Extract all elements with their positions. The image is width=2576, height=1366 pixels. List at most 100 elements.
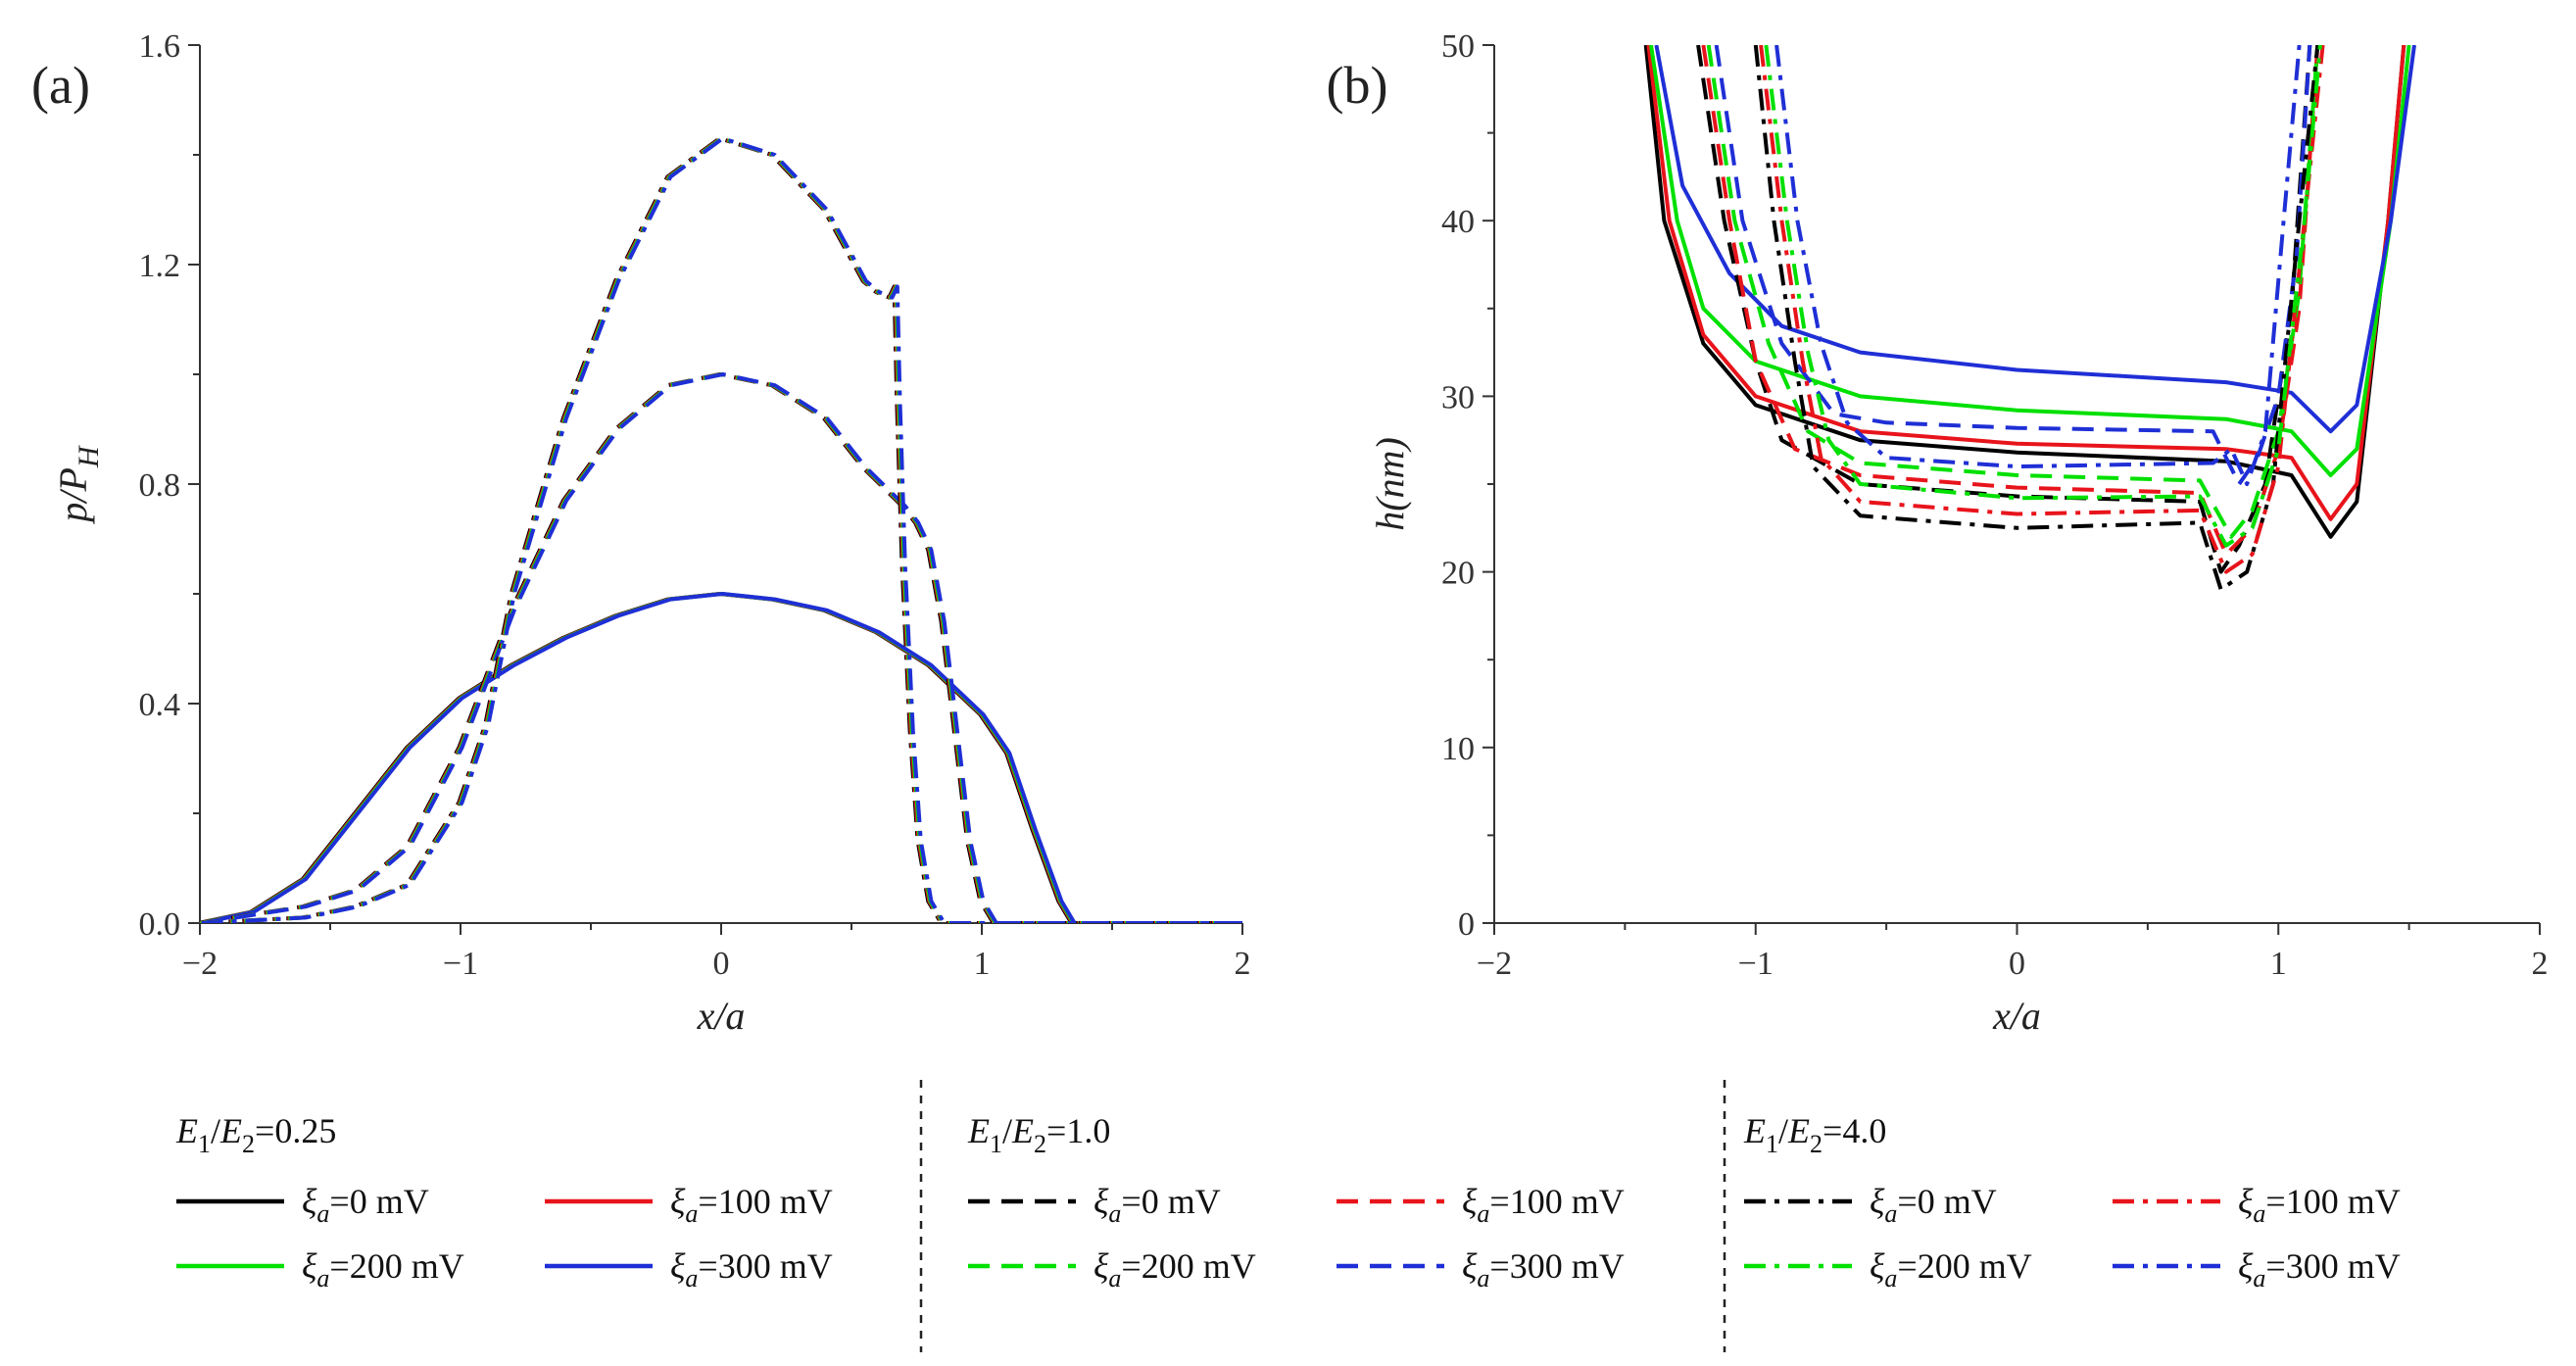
legend-group-header: E1/E2=0.25 [175, 1111, 336, 1158]
legend-xi: ξ [2238, 1182, 2254, 1221]
legend-value: =100 mV [698, 1182, 832, 1221]
legend-value: =0 mV [1121, 1182, 1220, 1221]
legend-header-part: 2 [242, 1130, 255, 1158]
series-line-b-1 [1646, 45, 2406, 521]
legend-xi-sub: a [685, 1199, 698, 1228]
x-tick-label: 0 [2009, 946, 2025, 982]
legend-xi-sub: a [2253, 1199, 2265, 1228]
series-line-a-dashdot-3 [201, 136, 1242, 923]
series-line-b-11 [1774, 45, 2302, 486]
legend-xi-sub: a [685, 1264, 698, 1293]
series-line-a-dash-3 [201, 372, 1242, 923]
x-axis-title: x/a [697, 994, 746, 1038]
y-axis-title: h(nm) [1368, 437, 1412, 531]
legend-entry-label: ξa=0 mV [1870, 1182, 1997, 1228]
legend-header-part: E [967, 1111, 990, 1150]
legend-header-part: 2 [1810, 1130, 1823, 1158]
x-tick-label: −2 [1477, 946, 1512, 982]
y-tick-label: 1.6 [139, 28, 181, 65]
y-tick-label: 50 [1441, 28, 1475, 65]
legend-value: =300 mV [698, 1246, 832, 1286]
y-tick-label: 30 [1441, 379, 1475, 415]
legend-header-part: E [175, 1111, 198, 1150]
y-tick-label: 40 [1441, 204, 1475, 240]
legend-header-part: =1.0 [1046, 1111, 1110, 1150]
legend-header-part: =4.0 [1823, 1111, 1886, 1150]
series-line-a-solid-1 [200, 592, 1242, 923]
legend-header-part: 1 [198, 1130, 211, 1158]
x-axis-title: x/a [1992, 994, 2041, 1038]
legend-xi: ξ [1462, 1246, 1478, 1286]
x-tick-label: 1 [2270, 946, 2287, 982]
legend-header-part: =0.25 [255, 1111, 336, 1150]
legend-entry-label: ξa=100 mV [670, 1182, 833, 1228]
legend-xi: ξ [670, 1182, 686, 1221]
series-line-a-dash-0 [200, 372, 1241, 923]
panel-label-a: (a) [31, 56, 90, 115]
legend-xi-sub: a [1108, 1199, 1121, 1228]
y-tick-label: 1.2 [139, 248, 181, 284]
y-tick-label: 0.8 [139, 467, 181, 504]
y-axis-title: p/PH [51, 444, 105, 525]
series-line-a-solid-3 [201, 592, 1242, 923]
legend-header-part: 1 [990, 1130, 1002, 1158]
legend-header-part: E [1011, 1111, 1034, 1150]
legend-xi-sub: a [1884, 1264, 1897, 1293]
legend-entry-label: ξa=300 mV [1462, 1246, 1625, 1293]
legend-xi-sub: a [1884, 1199, 1897, 1228]
x-tick-label: −2 [182, 946, 218, 982]
legend-xi: ξ [1870, 1246, 1885, 1286]
legend-xi: ξ [1094, 1246, 1109, 1286]
panel-a: −2 −1 0 1 2 0.0 0.4 0.8 1.2 1.6 x/a (a) p/PH [31, 28, 1250, 1038]
y-axis-title-sub: H [73, 444, 105, 468]
legend-xi-sub: a [1477, 1199, 1489, 1228]
legend-xi-sub: a [2253, 1264, 2265, 1293]
y-axis-title-main: p/P [51, 467, 95, 525]
legend-xi-sub: a [1477, 1264, 1489, 1293]
panel-label-b: (b) [1327, 56, 1388, 115]
legend-value: =200 mV [1897, 1246, 2031, 1286]
legend-header-part: E [1787, 1111, 1810, 1150]
legend-group-header: E1/E2=4.0 [1743, 1111, 1886, 1158]
series-line-b-4 [1696, 45, 2312, 574]
y-tick-label: 10 [1441, 731, 1475, 767]
series-line-a-dashdot-1 [200, 136, 1242, 923]
legend-xi: ξ [2238, 1246, 2254, 1286]
legend-group-header: E1/E2=1.0 [967, 1111, 1110, 1158]
y-tick-label: 0.4 [139, 687, 181, 723]
legend-header-part: 2 [1034, 1130, 1046, 1158]
y-tick-label: 0 [1458, 906, 1475, 943]
series-line-b-10 [1764, 45, 2322, 548]
legend-value: =100 mV [2265, 1182, 2400, 1221]
x-tick-label: 1 [974, 946, 991, 982]
legend-value: =200 mV [329, 1246, 463, 1286]
series-line-a-solid-0 [200, 592, 1241, 923]
series-line-a-dash-2 [200, 372, 1242, 923]
legend-value: =100 mV [1489, 1182, 1624, 1221]
series-line-b-8 [1753, 45, 2320, 592]
legend-xi-sub: a [316, 1199, 329, 1228]
series-line-b-2 [1649, 45, 2411, 477]
legend-header-part: E [1743, 1111, 1766, 1150]
legend-entry-label: ξa=100 mV [2238, 1182, 2401, 1228]
series-line-a-dashdot-2 [200, 136, 1242, 923]
series-line-b-3 [1654, 45, 2416, 434]
y-tick-label: 0.0 [139, 906, 181, 943]
legend-value: =300 mV [2265, 1246, 2400, 1286]
legend-value: =0 mV [329, 1182, 428, 1221]
legend-xi: ξ [1870, 1182, 1885, 1221]
legend-entry-label: ξa=100 mV [1462, 1182, 1625, 1228]
legend-xi: ξ [1462, 1182, 1478, 1221]
legend-header-part: E [219, 1111, 242, 1150]
x-tick-label: 0 [713, 946, 730, 982]
legend-entry-label: ξa=0 mV [1094, 1182, 1221, 1228]
panel-b-lines [1643, 45, 2416, 592]
legend-entry-label: ξa=200 mV [302, 1246, 464, 1293]
panel-a-lines [200, 136, 1242, 923]
legend-xi: ξ [670, 1246, 686, 1286]
legend-xi: ξ [1094, 1182, 1109, 1221]
legend-value: =300 mV [1489, 1246, 1624, 1286]
y-tick-label: 20 [1441, 556, 1475, 592]
